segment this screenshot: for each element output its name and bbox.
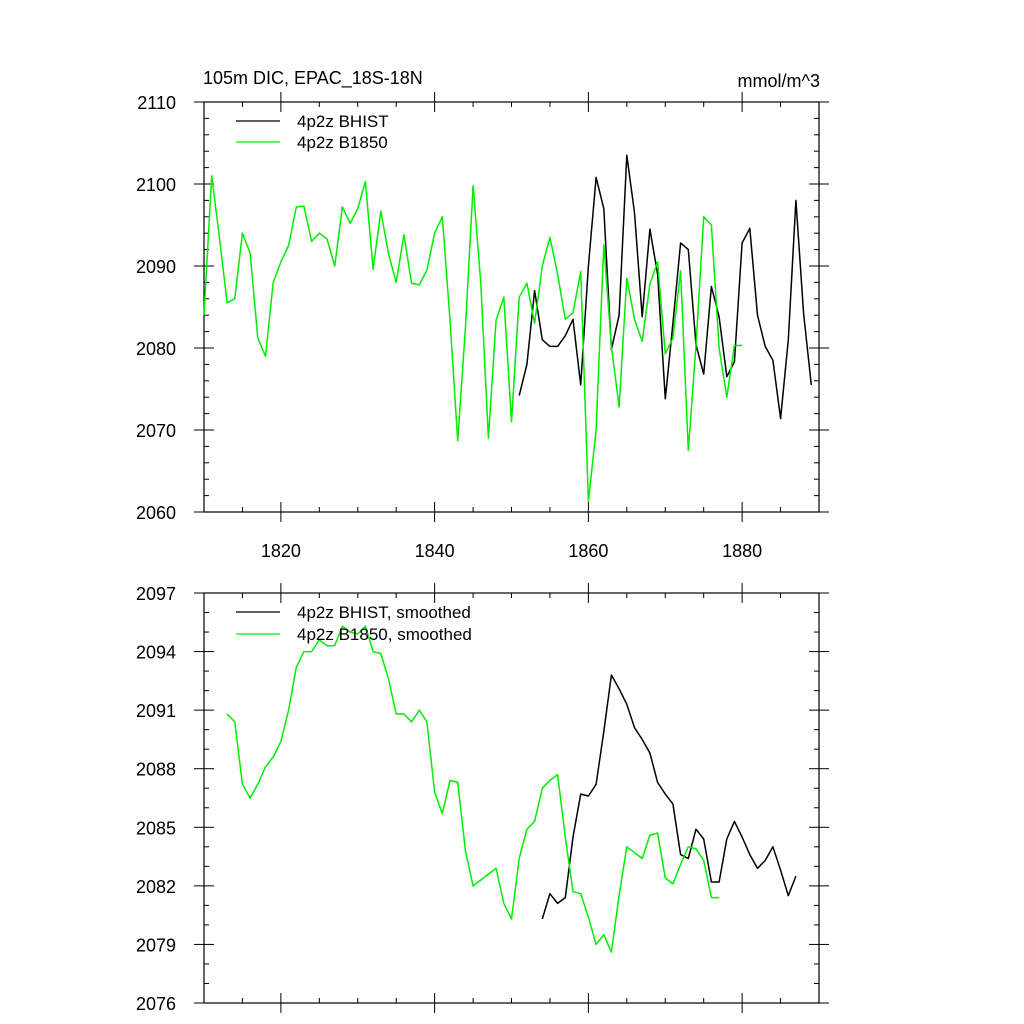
- top-series-group: [203, 154, 813, 503]
- y-tick-label: 2094: [136, 643, 176, 663]
- units-label: mmol/m^3: [738, 71, 820, 91]
- plot-frame: [203, 592, 820, 1004]
- legend-label-bhist-smoothed: 4p2z BHIST, smoothed: [297, 603, 471, 622]
- chart-title: 105m DIC, EPAC_18S-18N: [203, 68, 423, 89]
- y-tick-label: 2085: [136, 818, 176, 838]
- series-line-b1850-smoothed: [226, 625, 720, 953]
- series-line-bhist: [518, 154, 813, 420]
- y-tick-label: 2060: [136, 503, 176, 523]
- y-tick-label: 2079: [136, 935, 176, 955]
- y-tick-label: 2090: [136, 257, 176, 277]
- y-tick-label: 2082: [136, 877, 176, 897]
- top-legend: 4p2z BHIST 4p2z B1850: [236, 112, 389, 152]
- x-tick-label: 1820: [261, 541, 301, 561]
- y-tick-label: 2097: [136, 584, 176, 604]
- x-tick-label: 1860: [568, 541, 608, 561]
- x-tick-label: 1840: [415, 541, 455, 561]
- y-tick-label: 2070: [136, 421, 176, 441]
- bottom-legend: 4p2z BHIST, smoothed 4p2z B1850, smoothe…: [236, 603, 472, 644]
- y-tick-label: 2091: [136, 701, 176, 721]
- plot-frame: [203, 101, 820, 513]
- bottom-chart-panel: 2076 2079 2082 2085 2088 2091 2094 2097 4p2z BH…: [136, 583, 829, 1014]
- top-chart-panel: 1820 1840 1860 1880 2060 2070 2080 2090 2100 2110…: [136, 92, 829, 561]
- y-tick-label: 2076: [136, 994, 176, 1014]
- top-tick-group: 1820 1840 1860 1880 2060 2070 2080 2090 2100 2110: [136, 92, 829, 561]
- y-tick-label: 2110: [137, 93, 176, 113]
- legend-label-bhist: 4p2z BHIST: [297, 112, 389, 131]
- y-tick-label: 2100: [136, 175, 176, 195]
- x-tick-label: 1880: [722, 541, 762, 561]
- legend-label-b1850: 4p2z B1850: [297, 133, 388, 152]
- series-line-bhist-smoothed: [541, 674, 797, 920]
- legend-label-b1850-smoothed: 4p2z B1850, smoothed: [297, 625, 472, 644]
- series-line-b1850: [203, 175, 743, 503]
- bottom-tick-group: 2076 2079 2082 2085 2088 2091 2094 2097: [136, 583, 829, 1014]
- bottom-series-group: [226, 625, 797, 953]
- y-tick-label: 2080: [136, 339, 176, 359]
- y-tick-label: 2088: [136, 760, 176, 780]
